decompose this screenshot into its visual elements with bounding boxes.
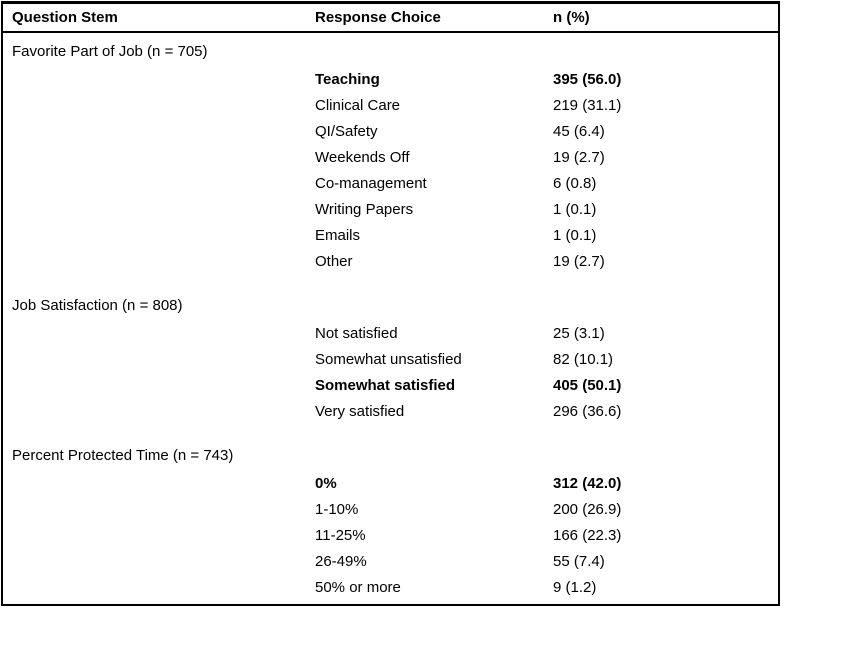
response-choice-cell: Teaching: [315, 70, 380, 88]
response-choice-cell: Not satisfied: [315, 324, 398, 342]
section-rows: Not satisfied 25 (3.1) Somewhat unsatisf…: [3, 320, 778, 424]
response-choice-cell: 11-25%: [315, 526, 366, 544]
table-row: QI/Safety 45 (6.4): [3, 118, 778, 144]
n-percent-cell: 219 (31.1): [553, 96, 622, 114]
table-row: Somewhat unsatisfied 82 (10.1): [3, 346, 778, 372]
table-row: Clinical Care 219 (31.1): [3, 92, 778, 118]
n-percent-cell: 25 (3.1): [553, 324, 605, 342]
table-header-row: Question Stem Response Choice n (%): [3, 4, 778, 33]
response-choice-cell: Writing Papers: [315, 200, 414, 218]
question-stem-row: Percent Protected Time (n = 743): [3, 442, 778, 468]
response-choice-cell: Clinical Care: [315, 96, 401, 114]
question-stem-row: Favorite Part of Job (n = 705): [3, 38, 778, 64]
response-choice-cell: Emails: [315, 226, 361, 244]
n-percent-cell: 312 (42.0): [553, 474, 622, 492]
question-stem-label: Job Satisfaction (n = 808): [12, 296, 183, 314]
response-choice-cell: Other: [315, 252, 353, 270]
n-percent-cell: 166 (22.3): [553, 526, 622, 544]
n-percent-cell: 200 (26.9): [553, 500, 622, 518]
question-stem-label: Percent Protected Time (n = 743): [12, 446, 234, 464]
n-percent-cell: 9 (1.2): [553, 578, 597, 596]
table-row: Other 19 (2.7): [3, 248, 778, 274]
response-choice-cell: Somewhat satisfied: [315, 376, 456, 394]
response-choice-cell: Somewhat unsatisfied: [315, 350, 462, 368]
table-row: Very satisfied 296 (36.6): [3, 398, 778, 424]
response-choice-cell: Weekends Off: [315, 148, 410, 166]
table-row: Teaching 395 (56.0): [3, 66, 778, 92]
table-section: Percent Protected Time (n = 743) 0% 312 …: [3, 442, 778, 600]
column-header-response-choice: Response Choice: [315, 9, 441, 26]
table-row: 26-49% 55 (7.4): [3, 548, 778, 574]
response-choice-cell: 26-49%: [315, 552, 367, 570]
table-row: Weekends Off 19 (2.7): [3, 144, 778, 170]
n-percent-cell: 19 (2.7): [553, 148, 605, 166]
table-row: Emails 1 (0.1): [3, 222, 778, 248]
n-percent-cell: 6 (0.8): [553, 174, 597, 192]
section-rows: 0% 312 (42.0) 1-10% 200 (26.9) 11-25% 16…: [3, 470, 778, 600]
response-choice-cell: Very satisfied: [315, 402, 405, 420]
column-header-n-percent: n (%): [553, 9, 590, 26]
table-row: 0% 312 (42.0): [3, 470, 778, 496]
survey-results-table: Question Stem Response Choice n (%) Favo…: [1, 1, 780, 606]
n-percent-cell: 45 (6.4): [553, 122, 605, 140]
section-rows: Teaching 395 (56.0) Clinical Care 219 (3…: [3, 66, 778, 274]
table-body: Favorite Part of Job (n = 705) Teaching …: [3, 38, 778, 604]
table-row: Somewhat satisfied 405 (50.1): [3, 372, 778, 398]
response-choice-cell: 1-10%: [315, 500, 359, 518]
table-row: Not satisfied 25 (3.1): [3, 320, 778, 346]
n-percent-cell: 1 (0.1): [553, 226, 597, 244]
table-section: Job Satisfaction (n = 808) Not satisfied…: [3, 292, 778, 424]
question-stem-label: Favorite Part of Job (n = 705): [12, 42, 208, 60]
response-choice-cell: Co-management: [315, 174, 427, 192]
column-header-question-stem: Question Stem: [12, 9, 118, 26]
n-percent-cell: 55 (7.4): [553, 552, 605, 570]
question-stem-row: Job Satisfaction (n = 808): [3, 292, 778, 318]
table-section: Favorite Part of Job (n = 705) Teaching …: [3, 38, 778, 274]
response-choice-cell: QI/Safety: [315, 122, 378, 140]
n-percent-cell: 405 (50.1): [553, 376, 622, 394]
table-row: Writing Papers 1 (0.1): [3, 196, 778, 222]
response-choice-cell: 0%: [315, 474, 337, 492]
table-row: 1-10% 200 (26.9): [3, 496, 778, 522]
table-row: 50% or more 9 (1.2): [3, 574, 778, 600]
response-choice-cell: 50% or more: [315, 578, 401, 596]
n-percent-cell: 296 (36.6): [553, 402, 622, 420]
table-row: Co-management 6 (0.8): [3, 170, 778, 196]
n-percent-cell: 82 (10.1): [553, 350, 614, 368]
table-row: 11-25% 166 (22.3): [3, 522, 778, 548]
n-percent-cell: 1 (0.1): [553, 200, 597, 218]
n-percent-cell: 19 (2.7): [553, 252, 605, 270]
n-percent-cell: 395 (56.0): [553, 70, 622, 88]
